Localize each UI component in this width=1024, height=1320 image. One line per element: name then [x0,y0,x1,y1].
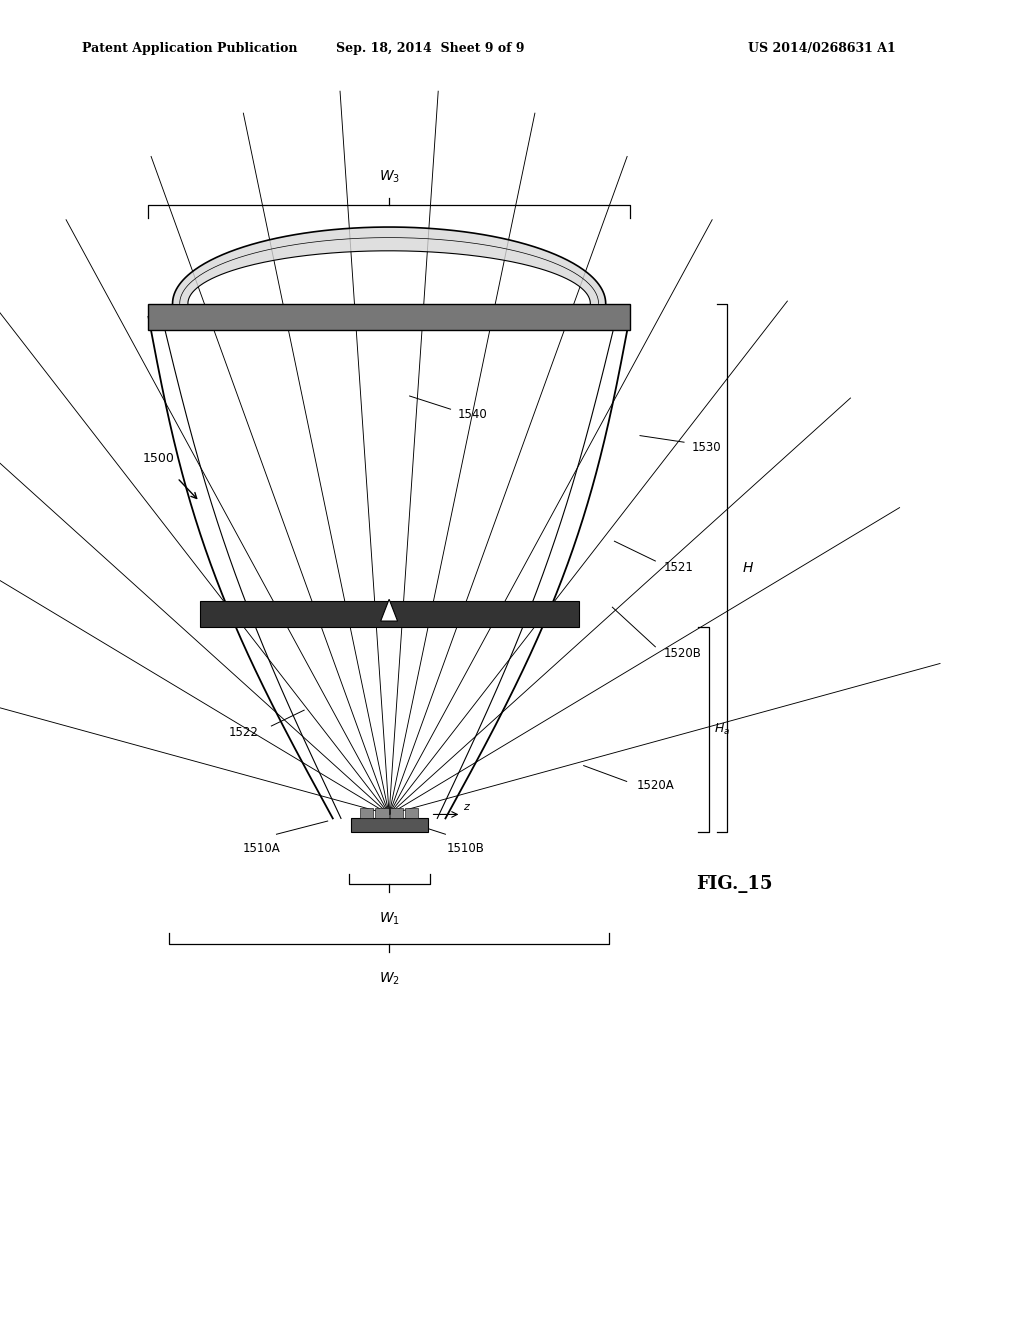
Text: 1522: 1522 [228,726,258,739]
Polygon shape [389,808,403,818]
Polygon shape [172,227,606,304]
Polygon shape [360,808,373,818]
Text: $H$: $H$ [742,561,755,574]
Text: 1510A: 1510A [243,842,280,855]
Text: 1520A: 1520A [637,779,675,792]
Text: 1521: 1521 [664,561,693,574]
Polygon shape [350,818,428,832]
Text: $W_1$: $W_1$ [379,911,399,927]
Text: $W_2$: $W_2$ [379,970,399,986]
Text: $H_a$: $H_a$ [714,722,730,737]
Text: FIG._15: FIG._15 [696,875,773,894]
Polygon shape [381,599,397,620]
Text: Sep. 18, 2014  Sheet 9 of 9: Sep. 18, 2014 Sheet 9 of 9 [336,42,524,55]
Text: 1520B: 1520B [664,647,701,660]
Text: 1540: 1540 [458,408,487,421]
Text: 1500: 1500 [142,451,175,465]
Text: Patent Application Publication: Patent Application Publication [82,42,297,55]
Polygon shape [375,808,389,818]
Text: 1530: 1530 [691,441,721,454]
Polygon shape [148,304,630,330]
Text: $W_3$: $W_3$ [379,169,399,185]
Polygon shape [406,808,419,818]
Text: 1510B: 1510B [447,842,484,855]
Text: z: z [463,801,469,812]
Text: US 2014/0268631 A1: US 2014/0268631 A1 [748,42,895,55]
Polygon shape [200,601,579,627]
